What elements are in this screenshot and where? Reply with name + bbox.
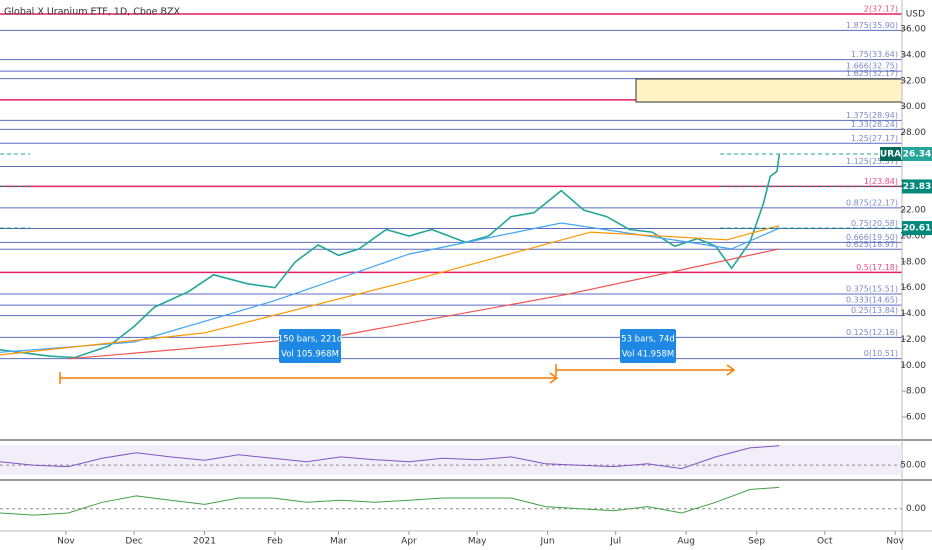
x-tick-label: Feb xyxy=(267,537,283,547)
y-tick-label: 36.00 xyxy=(900,25,926,35)
x-tick-label: Jul xyxy=(609,537,621,547)
x-tick-label: Sep xyxy=(748,537,765,547)
price-tag-symbol: URA xyxy=(880,149,901,159)
fib-label: 0.125(12.16) xyxy=(846,328,898,337)
y-tick-label: 28.00 xyxy=(900,128,926,138)
oscillator-line xyxy=(0,445,780,470)
fib-label: 1(23.84) xyxy=(864,177,898,186)
measure-bars: 53 bars, 74d xyxy=(621,335,675,345)
measure-volume: Vol 105.968M xyxy=(281,350,339,360)
y-tick-label: 22.00 xyxy=(900,206,926,216)
y-tick-label: 8.00 xyxy=(906,387,926,397)
price-tag-value: 23.83 xyxy=(903,182,931,192)
fib-label: 0.625(18.97) xyxy=(846,240,898,249)
y-tick-label: 16.00 xyxy=(900,283,926,293)
price-tag-value: 20.61 xyxy=(903,224,931,234)
fib-label: 0.333(14.65) xyxy=(846,296,898,305)
x-tick-label: Nov xyxy=(886,537,904,547)
measure-volume: Vol 41.958M xyxy=(622,350,675,360)
chart-title: Global X Uranium ETF, 1D, Cboe BZX xyxy=(4,7,181,18)
y-tick-label: 34.00 xyxy=(900,50,926,60)
y-tick-label: 10.00 xyxy=(900,361,926,371)
measure-arrow-head xyxy=(549,372,559,384)
y-tick-label: 32.00 xyxy=(900,76,926,86)
highlight-zone xyxy=(635,78,903,103)
fib-label: 1.875(35.90) xyxy=(846,21,898,30)
price-tag xyxy=(902,221,932,236)
price-line xyxy=(0,225,780,356)
oscillator-line xyxy=(0,486,780,516)
fib-label: 0.25(13.84) xyxy=(851,306,898,315)
measure-box xyxy=(620,329,676,363)
y-tick-label: 6.00 xyxy=(906,412,926,422)
fib-label: 2(37.17) xyxy=(864,4,898,13)
fib-label: 0.75(20.58) xyxy=(851,219,898,228)
x-tick-label: 2021 xyxy=(193,537,216,547)
fib-label: 0.666(19.50) xyxy=(846,233,898,242)
fib-label: 0.875(22.17) xyxy=(846,198,898,207)
x-tick-label: Oct xyxy=(817,537,833,547)
x-tick-label: Dec xyxy=(125,537,142,547)
fib-label: 0(10.51) xyxy=(864,349,898,358)
y-tick-label: 14.00 xyxy=(900,309,926,319)
x-tick-label: Mar xyxy=(330,537,347,547)
fib-label: 0.5(17.18) xyxy=(856,263,898,272)
price-line xyxy=(0,222,780,353)
fib-label: 1.75(33.64) xyxy=(851,50,898,59)
price-tag-symbol-box xyxy=(880,146,901,161)
fib-label: 1.125(25.37) xyxy=(846,157,898,166)
x-tick-label: Apr xyxy=(401,537,417,547)
plot xyxy=(0,154,781,360)
y-tick-label: 12.00 xyxy=(900,335,926,345)
rsi-band xyxy=(0,445,902,475)
measure-arrow-head xyxy=(726,364,736,376)
osc-tick-label: 0.00 xyxy=(906,504,926,514)
measure-bars: 150 bars, 221d xyxy=(278,335,342,345)
fib-label: 1.625(32.17) xyxy=(846,69,898,78)
osc-tick-label: 50.00 xyxy=(900,461,926,471)
price-tag xyxy=(902,146,932,161)
x-tick-label: Jun xyxy=(540,537,555,547)
fib-levels: 2(37.17) 1.875(35.90) 1.75(33.64) 1.666(32.… xyxy=(0,4,902,360)
fib-label: 1.375(28.94) xyxy=(846,111,898,120)
fib-label: 1.25(27.17) xyxy=(851,134,898,143)
y-tick-label: 20.00 xyxy=(900,231,926,241)
x-tick-label: Nov xyxy=(57,537,75,547)
measure-box xyxy=(279,329,341,363)
y-tick-label: 18.00 xyxy=(900,257,926,267)
y-axis-label: USD xyxy=(906,10,925,20)
fib-label: 0.375(15.51) xyxy=(846,285,898,294)
fib-label: 1.33(28.24) xyxy=(851,120,898,129)
x-tick-label: May xyxy=(468,537,487,547)
fib-label: 1.666(32.75) xyxy=(846,62,898,71)
x-tick-label: Aug xyxy=(677,537,695,547)
y-tick-label: 30.00 xyxy=(900,102,926,112)
price-tag xyxy=(902,179,932,194)
price-tag-value: 26.34 xyxy=(903,149,931,159)
price-line xyxy=(68,248,780,360)
